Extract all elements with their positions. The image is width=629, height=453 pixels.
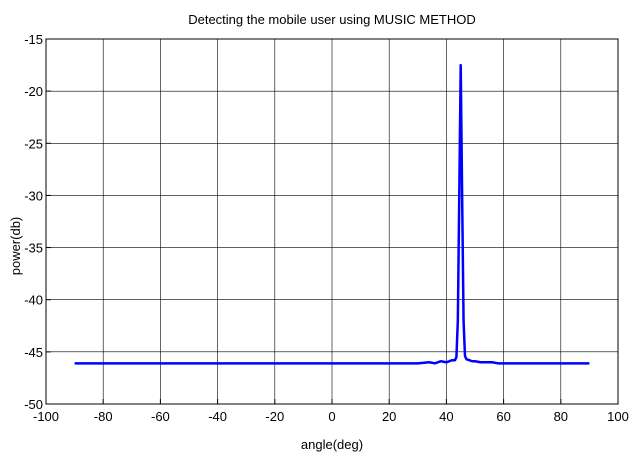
x-tick-label: -60 [151, 409, 170, 424]
x-tick-label: 80 [554, 409, 568, 424]
x-tick-label: 60 [496, 409, 510, 424]
x-tick-label: 20 [382, 409, 396, 424]
y-tick-label: -15 [24, 32, 43, 47]
x-tick-label: 40 [439, 409, 453, 424]
x-tick-label: -100 [33, 409, 59, 424]
y-tick-label: -35 [24, 241, 43, 256]
series-line [74, 63, 590, 365]
x-tick-label: -20 [265, 409, 284, 424]
y-tick-label: -45 [24, 345, 43, 360]
x-axis-label: angle(deg) [301, 437, 363, 452]
grid-lines [46, 39, 618, 404]
y-tick-label: -50 [24, 397, 43, 412]
x-tick-label: 0 [328, 409, 335, 424]
y-axis-label: power(db) [8, 217, 23, 276]
y-tick-label: -25 [24, 136, 43, 151]
series-layer [74, 63, 590, 365]
y-tick-label: -40 [24, 293, 43, 308]
x-tick-label: -80 [94, 409, 113, 424]
x-tick-label: -40 [208, 409, 227, 424]
x-tick-label: 100 [607, 409, 629, 424]
y-tick-label: -20 [24, 84, 43, 99]
y-tick-label: -30 [24, 188, 43, 203]
axis-ticks: -100 -80 -60 -40 -20 0 20 40 60 80 100 -15 -20 -25 -30… [24, 32, 629, 424]
chart-title: Detecting the mobile user using MUSIC ME… [188, 12, 476, 27]
